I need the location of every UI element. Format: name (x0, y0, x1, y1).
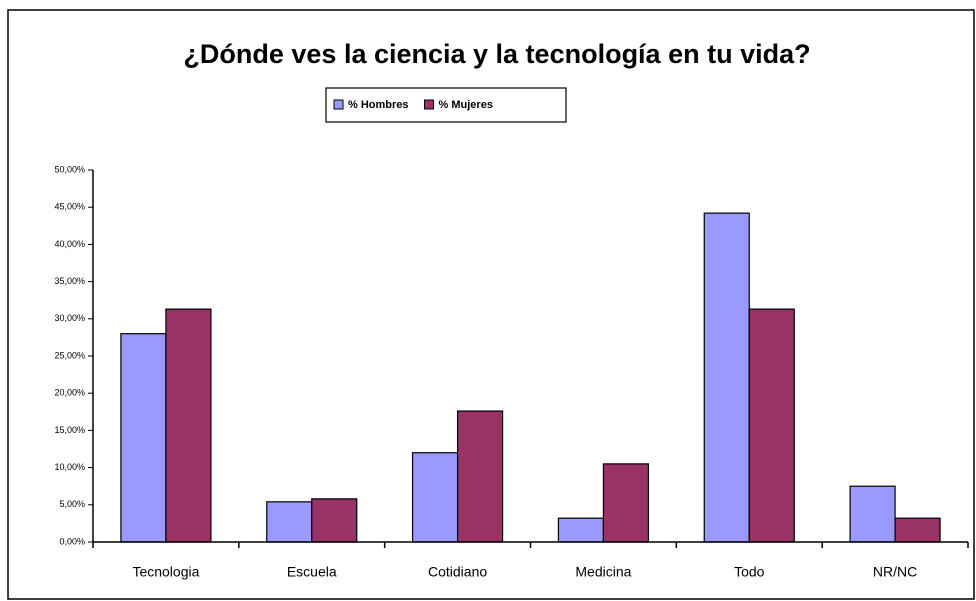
bar (456, 410, 504, 543)
bar (849, 485, 896, 543)
y-tick-label: 45,00% (54, 202, 85, 212)
y-tick-label: 5,00% (59, 499, 85, 509)
bar (165, 308, 212, 543)
y-tick-label: 15,00% (54, 425, 85, 435)
bar (557, 517, 605, 543)
x-tick-label: Tecnologia (132, 564, 199, 580)
y-tick-label: 35,00% (54, 276, 85, 286)
x-tick-label: Medicina (575, 564, 631, 580)
x-tick-label: Cotidiano (428, 564, 487, 580)
legend-swatch (333, 99, 344, 110)
y-tick-label: 40,00% (54, 239, 85, 249)
y-tick-label: 25,00% (54, 350, 85, 360)
x-tick-label: NR/NC (873, 564, 917, 580)
bar (703, 212, 750, 543)
bar (411, 452, 459, 543)
x-tick-label: Escuela (287, 564, 337, 580)
bar (894, 517, 941, 543)
legend-swatch (424, 99, 435, 110)
y-tick-label: 50,00% (54, 164, 85, 174)
y-tick-label: 30,00% (54, 313, 85, 323)
bar (120, 333, 167, 543)
y-tick-label: 20,00% (54, 388, 85, 398)
bar (602, 463, 650, 543)
chart-title: ¿Dónde ves la ciencia y la tecnología en… (183, 39, 810, 69)
x-tick-label: Todo (734, 564, 765, 580)
bar (748, 308, 795, 543)
legend-label: % Mujeres (439, 99, 493, 111)
legend-label: % Hombres (348, 99, 409, 111)
y-tick-label: 0,00% (59, 536, 85, 546)
legend-box (325, 87, 567, 123)
bar (266, 501, 313, 543)
y-tick-label: 10,00% (54, 462, 85, 472)
bar (311, 498, 358, 543)
